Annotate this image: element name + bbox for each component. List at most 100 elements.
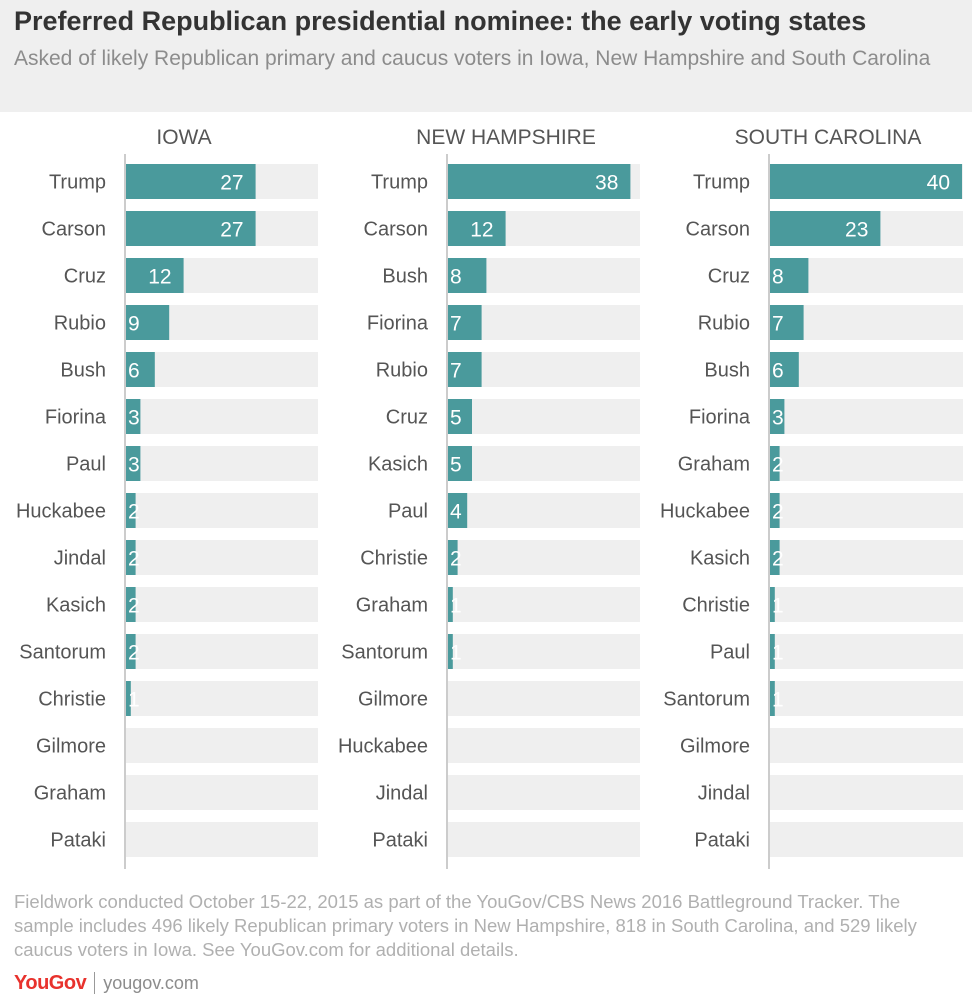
brand-separator xyxy=(94,972,96,994)
bar-track xyxy=(770,822,963,857)
bar-track xyxy=(770,493,963,528)
bar xyxy=(126,446,141,481)
bar-track xyxy=(770,352,963,387)
bar xyxy=(770,305,804,340)
category-label: Kasich xyxy=(368,454,428,476)
bar-value-label: 6 xyxy=(772,360,784,383)
bar xyxy=(770,258,809,293)
category-label: Graham xyxy=(34,783,106,805)
bar-track xyxy=(126,352,318,387)
bar xyxy=(126,258,184,293)
category-label: Bush xyxy=(60,360,106,382)
bar-track xyxy=(448,587,640,622)
bar-value-label: 5 xyxy=(450,407,462,430)
brand-url[interactable]: yougov.com xyxy=(103,972,199,993)
bar xyxy=(770,681,775,716)
bar-track xyxy=(770,587,963,622)
bar-value-label: 27 xyxy=(220,172,243,195)
bar-value-label: 8 xyxy=(772,266,784,289)
category-label: Santorum xyxy=(341,642,428,664)
bar xyxy=(770,211,881,246)
category-label: Huckabee xyxy=(338,736,428,758)
bar-track xyxy=(126,399,318,434)
bar-track xyxy=(126,775,318,810)
bar-value-label: 2 xyxy=(128,501,140,524)
bar-track xyxy=(770,540,963,575)
bar xyxy=(448,634,453,669)
bar xyxy=(448,587,453,622)
bar-track xyxy=(770,399,963,434)
bar xyxy=(448,352,482,387)
footnote: Fieldwork conducted October 15-22, 2015 … xyxy=(14,891,917,960)
category-label: Pataki xyxy=(50,830,106,852)
panel-title: SOUTH CAROLINA xyxy=(735,126,922,149)
bar-value-label: 3 xyxy=(128,454,140,477)
category-label: Jindal xyxy=(54,548,106,570)
bar-value-label: 9 xyxy=(128,313,140,336)
category-label: Gilmore xyxy=(358,689,428,711)
bar-value-label: 2 xyxy=(450,548,462,571)
bar xyxy=(126,634,136,669)
category-label: Bush xyxy=(382,266,428,288)
bar-value-label: 1 xyxy=(450,595,462,618)
category-label: Kasich xyxy=(46,595,106,617)
bar-value-label: 6 xyxy=(128,360,140,383)
bar xyxy=(126,399,141,434)
bar-value-label: 3 xyxy=(128,407,140,430)
bar xyxy=(126,211,256,246)
bar-track xyxy=(770,446,963,481)
bar-value-label: 7 xyxy=(772,313,784,336)
category-label: Huckabee xyxy=(16,501,106,523)
category-label: Paul xyxy=(66,454,106,476)
bar-track xyxy=(448,540,640,575)
bar-value-label: 2 xyxy=(128,595,140,618)
category-label: Carson xyxy=(686,219,750,241)
category-label: Fiorina xyxy=(45,407,107,429)
brand-footer: YouGov yougov.com xyxy=(14,970,199,996)
bar-track xyxy=(448,446,640,481)
bar xyxy=(770,587,775,622)
bar xyxy=(126,305,170,340)
category-label: Christie xyxy=(360,548,428,570)
category-label: Rubio xyxy=(54,313,106,335)
header-band: Preferred Republican presidential nomine… xyxy=(0,0,972,112)
category-label: Paul xyxy=(388,501,428,523)
bar xyxy=(126,587,136,622)
bar-track xyxy=(126,728,318,763)
bar-value-label: 12 xyxy=(470,219,493,242)
category-label: Cruz xyxy=(708,266,750,288)
category-label: Graham xyxy=(356,595,428,617)
bar xyxy=(448,305,482,340)
bar-track xyxy=(770,775,963,810)
panel-title: NEW HAMPSHIRE xyxy=(416,126,596,149)
category-label: Santorum xyxy=(663,689,750,711)
category-label: Trump xyxy=(49,172,106,194)
bar xyxy=(448,164,631,199)
category-label: Pataki xyxy=(372,830,428,852)
category-label: Gilmore xyxy=(36,736,106,758)
bar-value-label: 2 xyxy=(772,501,784,524)
bar-value-label: 3 xyxy=(772,407,784,430)
bar-track xyxy=(126,587,318,622)
category-label: Jindal xyxy=(376,783,428,805)
bar xyxy=(770,540,780,575)
bar-value-label: 7 xyxy=(450,313,462,336)
bar xyxy=(126,164,256,199)
category-label: Carson xyxy=(42,219,106,241)
bar-value-label: 8 xyxy=(450,266,462,289)
category-label: Santorum xyxy=(19,642,106,664)
bar xyxy=(448,211,506,246)
category-label: Trump xyxy=(693,172,750,194)
bar-track xyxy=(126,446,318,481)
category-label: Carson xyxy=(364,219,428,241)
panel-south-carolina: SOUTH CAROLINA40Trump23Carson8Cruz7Rubio… xyxy=(660,126,963,869)
bar-value-label: 2 xyxy=(128,548,140,571)
bar-track xyxy=(126,634,318,669)
bar xyxy=(448,540,458,575)
category-label: Huckabee xyxy=(660,501,750,523)
bar-value-label: 40 xyxy=(927,172,950,195)
bar xyxy=(448,493,468,528)
bar-track xyxy=(770,728,963,763)
bar xyxy=(126,352,155,387)
bar xyxy=(770,399,785,434)
